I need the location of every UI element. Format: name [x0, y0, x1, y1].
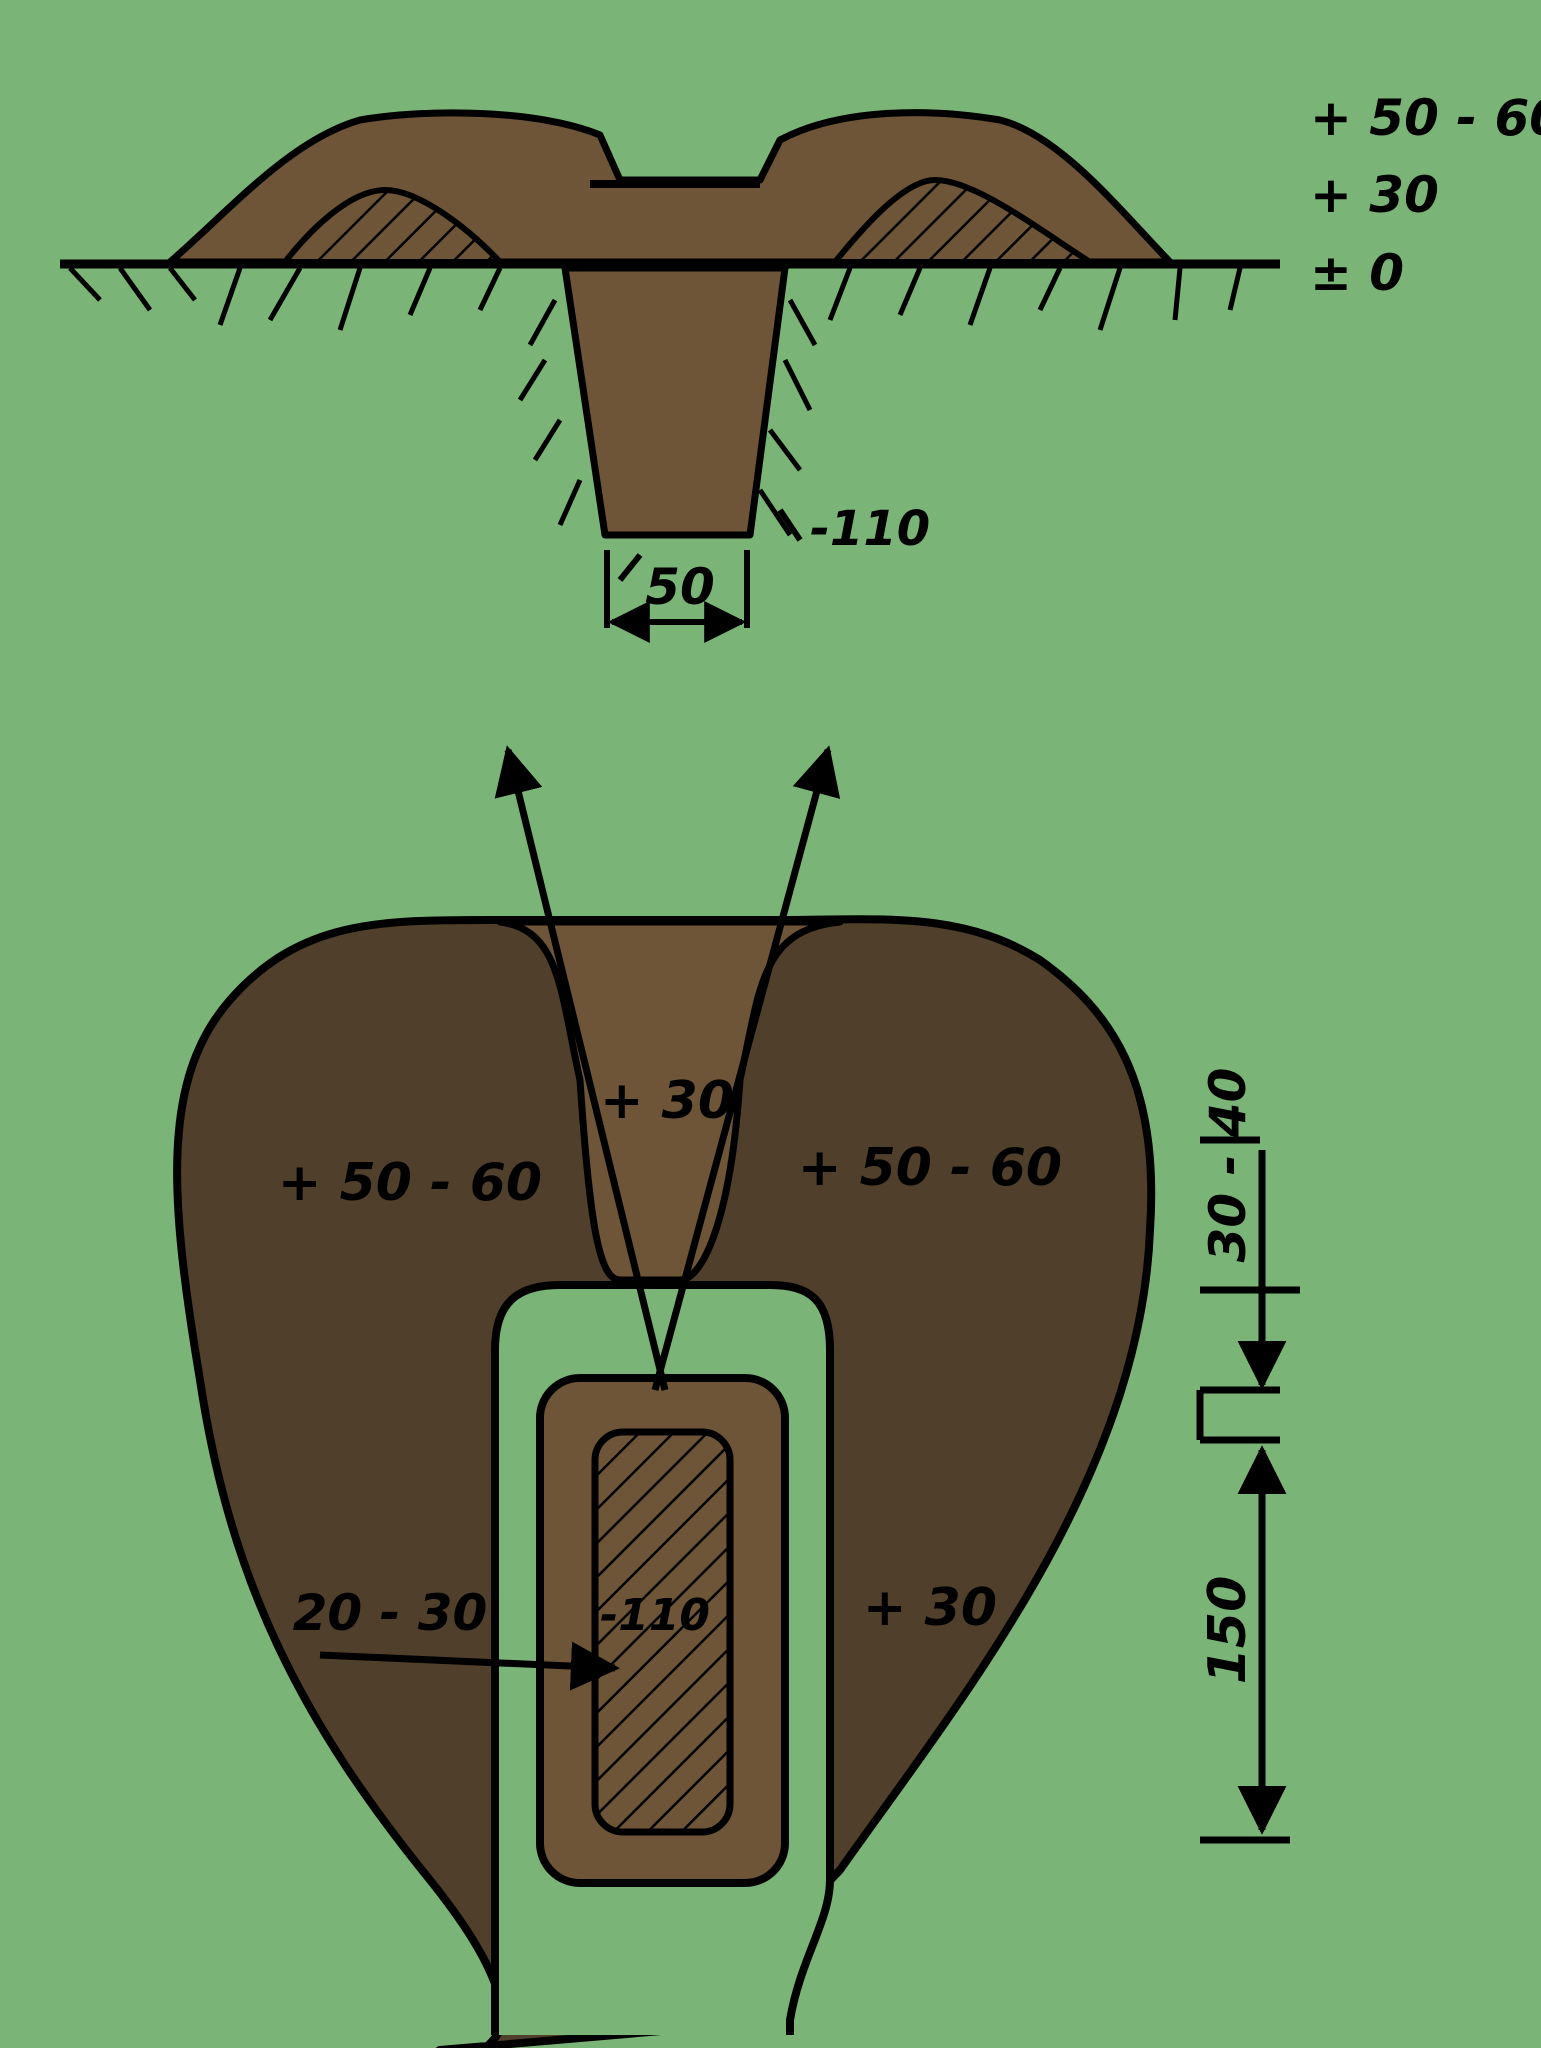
section-parapet-left [278, 186, 507, 265]
plan-dimension [1196, 1136, 1300, 1844]
side-label: + 30 [863, 1578, 997, 1638]
width-dimension [604, 550, 750, 643]
dim-upper-label: 30 - 40 [1199, 1068, 1257, 1263]
plan-pit-hatched [591, 1428, 734, 1836]
elevation-label-ground: ± 0 [1310, 244, 1404, 302]
pit-label: -110 [600, 1590, 710, 1641]
plan-view: + 30 + 50 - 60 + 50 - 60 + 30 -110 20 - … [173, 745, 1300, 2048]
depth-leader [777, 508, 803, 542]
gap-label: 20 - 30 [293, 1584, 488, 1642]
depth-label: -110 [810, 501, 930, 557]
width-label: 50 [645, 558, 715, 616]
left-parapet-label: + 50 - 60 [278, 1153, 542, 1213]
dim-lower-label: 150 [1198, 1576, 1258, 1685]
gap-arrow [319, 1641, 620, 1691]
elevation-label-top: + 50 - 60 [1310, 89, 1541, 147]
sightline-right [651, 745, 841, 1391]
section-parapet-right [828, 176, 1101, 265]
elevation-label-middle: + 30 [1310, 166, 1439, 224]
sightline-left [494, 745, 669, 1391]
cross-section: 50 -110 + 50 - 60 + 30 ± 0 [60, 89, 1541, 643]
section-trench [561, 264, 789, 539]
right-parapet-label: + 50 - 60 [798, 1138, 1062, 1198]
front-label: + 30 [600, 1071, 734, 1131]
ground-hatching [68, 266, 1243, 537]
